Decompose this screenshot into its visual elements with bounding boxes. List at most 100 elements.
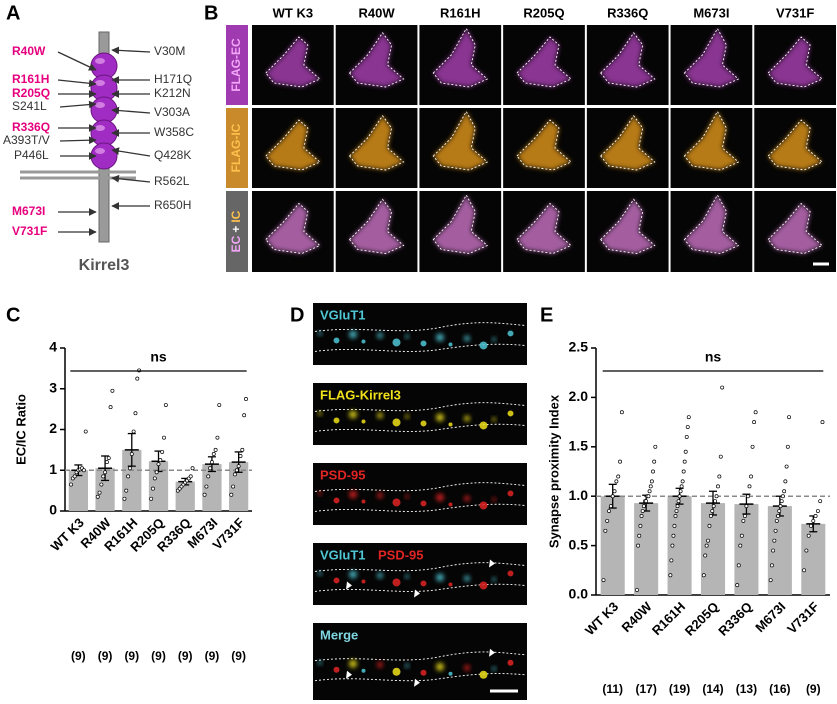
cell-signal xyxy=(349,199,404,254)
data-point xyxy=(236,464,241,469)
arrowhead xyxy=(346,670,352,679)
panel-label: C xyxy=(6,304,20,326)
data-point xyxy=(739,533,744,538)
data-point xyxy=(231,484,236,489)
bar xyxy=(95,468,115,511)
cell-outline xyxy=(265,36,321,88)
x-tick-label: R205Q xyxy=(682,599,722,639)
y-tick-label: 4 xyxy=(49,339,57,355)
puncta xyxy=(436,413,444,422)
puncta xyxy=(361,499,366,504)
data-point xyxy=(753,410,758,415)
puncta xyxy=(361,419,366,424)
micrograph xyxy=(313,303,527,365)
bar xyxy=(148,461,169,511)
y-tick-label: 0.0 xyxy=(569,586,589,602)
puncta xyxy=(377,661,383,668)
data-point xyxy=(679,484,684,489)
data-point xyxy=(122,496,127,501)
data-point xyxy=(777,509,782,513)
column-header: R161H xyxy=(440,5,480,20)
data-point xyxy=(619,410,624,415)
y-tick-label: 0 xyxy=(49,502,57,518)
significance-label: ns xyxy=(705,349,722,365)
puncta xyxy=(420,340,427,347)
dendrite-outline xyxy=(314,482,526,492)
data-point xyxy=(772,538,777,543)
cell-signal xyxy=(265,120,320,170)
data-point xyxy=(69,482,73,487)
puncta xyxy=(377,492,383,499)
puncta xyxy=(318,491,322,496)
puncta xyxy=(333,666,340,673)
data-point xyxy=(242,413,247,418)
ig-highlight xyxy=(95,80,105,86)
ig-highlight xyxy=(95,58,105,64)
cell-signal xyxy=(517,120,571,170)
data-point xyxy=(750,444,755,449)
cell-signal xyxy=(265,203,320,254)
y-axis-title: Synapse proximity Index xyxy=(546,394,561,548)
n-label: (19) xyxy=(669,682,690,696)
cell-outline xyxy=(767,119,823,171)
data-point xyxy=(151,486,155,491)
data-point xyxy=(802,568,807,573)
puncta xyxy=(349,570,357,579)
puncta xyxy=(333,417,340,424)
data-point xyxy=(641,504,646,509)
puncta xyxy=(479,581,488,590)
n-label: (17) xyxy=(635,682,656,696)
puncta xyxy=(349,659,357,668)
y-tick-label: 0.5 xyxy=(569,536,589,552)
puncta xyxy=(392,667,401,676)
n-label: (13) xyxy=(736,682,757,696)
data-point xyxy=(103,470,108,475)
data-point xyxy=(234,468,239,473)
puncta xyxy=(436,493,444,502)
data-point xyxy=(811,518,816,523)
data-point xyxy=(752,420,757,425)
data-point xyxy=(614,479,619,484)
column-header: V731F xyxy=(776,5,814,20)
data-point xyxy=(206,474,211,479)
data-point xyxy=(208,466,213,471)
data-point xyxy=(233,472,237,477)
channel-label: VGluT1 xyxy=(320,307,366,322)
row-label: FLAG-IC xyxy=(229,123,243,172)
puncta xyxy=(318,411,322,416)
puncta xyxy=(377,572,383,579)
bar xyxy=(734,504,759,595)
data-point xyxy=(703,553,708,558)
data-point xyxy=(202,492,207,497)
puncta xyxy=(436,662,444,671)
mutation-label: M673I xyxy=(12,204,45,218)
data-point xyxy=(783,479,788,484)
data-point xyxy=(718,454,723,459)
data-point xyxy=(735,583,740,588)
variant-label: K212N xyxy=(154,86,191,100)
bar xyxy=(700,503,726,595)
panel-label: E xyxy=(540,304,553,326)
data-point xyxy=(673,514,678,518)
puncta xyxy=(392,498,401,507)
ig-highlight xyxy=(95,125,105,131)
cell-outline xyxy=(265,202,321,254)
variant-label: V30M xyxy=(154,44,185,58)
column-header: M673I xyxy=(693,5,729,20)
arrow xyxy=(57,79,97,88)
arrow xyxy=(111,46,151,55)
data-point xyxy=(162,435,166,440)
arrowhead xyxy=(346,581,352,590)
puncta xyxy=(405,334,409,339)
puncta xyxy=(464,664,470,671)
data-point xyxy=(671,533,676,538)
data-point xyxy=(72,474,77,479)
row-strip xyxy=(226,191,248,272)
y-axis-title: EC/IC Ratio xyxy=(13,394,28,465)
arrow xyxy=(111,174,151,183)
data-point xyxy=(749,474,753,479)
variant-label: H171Q xyxy=(154,72,192,86)
data-point xyxy=(213,447,218,452)
puncta xyxy=(464,335,470,342)
